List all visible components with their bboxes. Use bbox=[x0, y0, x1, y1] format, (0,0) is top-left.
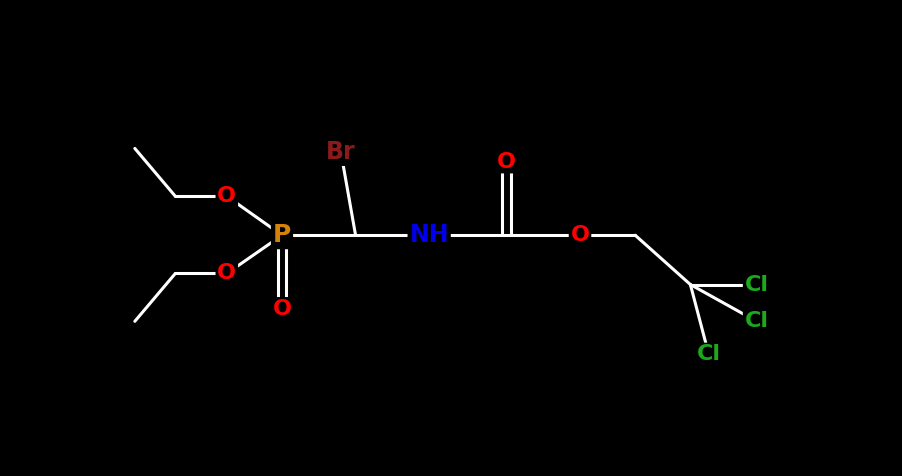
Text: Br: Br bbox=[326, 140, 355, 164]
Text: O: O bbox=[217, 264, 236, 284]
Text: NH: NH bbox=[410, 223, 449, 247]
Text: O: O bbox=[497, 152, 516, 172]
Text: Cl: Cl bbox=[745, 275, 769, 295]
Text: O: O bbox=[272, 299, 291, 319]
Text: P: P bbox=[273, 223, 291, 247]
Text: O: O bbox=[570, 225, 590, 245]
Text: Cl: Cl bbox=[696, 345, 721, 365]
Text: O: O bbox=[217, 186, 236, 206]
Text: Cl: Cl bbox=[745, 311, 769, 331]
